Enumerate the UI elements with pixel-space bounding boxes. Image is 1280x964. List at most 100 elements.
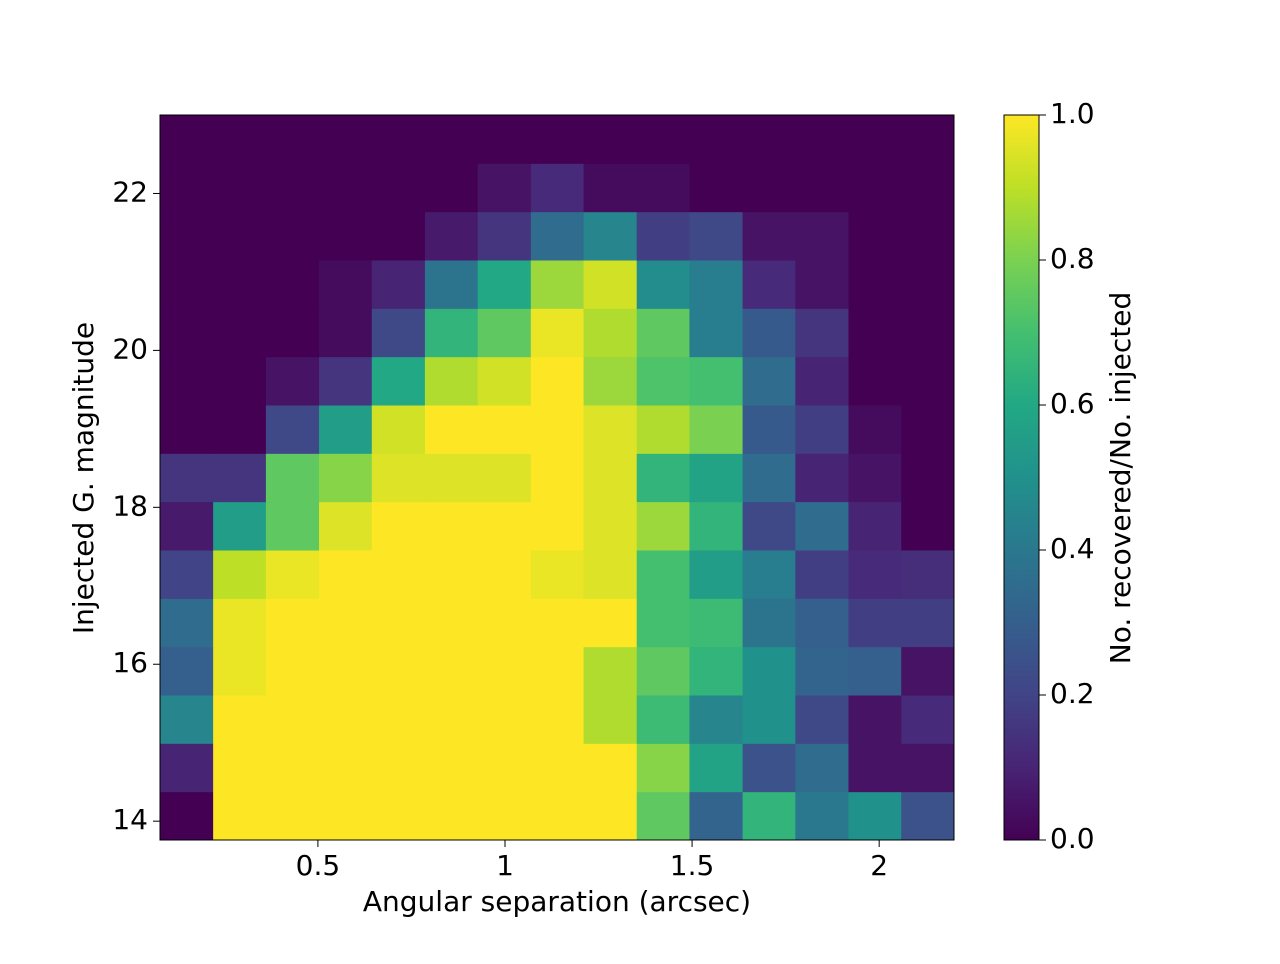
heatmap-cell [742, 695, 796, 744]
heatmap-cell [901, 356, 955, 406]
heatmap-cell [213, 356, 267, 406]
heatmap-cell [477, 115, 532, 164]
heatmap-cell [371, 791, 426, 841]
heatmap-cell [213, 405, 267, 454]
heatmap-cell [371, 550, 426, 599]
x-tick-label: 1 [496, 849, 514, 882]
heatmap-cell [848, 115, 902, 164]
heatmap-cell [160, 646, 214, 696]
heatmap-cell [636, 598, 690, 648]
heatmap-cell [424, 743, 479, 793]
heatmap-cell [265, 211, 320, 261]
heatmap-cell [636, 356, 690, 406]
heatmap-cell [213, 550, 267, 599]
heatmap-cell [689, 211, 744, 261]
heatmap-cell [213, 308, 267, 358]
heatmap-cell [689, 695, 744, 744]
heatmap-cell [636, 260, 690, 309]
heatmap-cell [265, 356, 320, 406]
heatmap-cell [742, 356, 796, 406]
heatmap-cell [636, 791, 690, 841]
x-tick-label: 2 [870, 849, 888, 882]
heatmap-cell [160, 405, 214, 454]
y-tick-label: 22 [112, 175, 148, 208]
heatmap-cell [848, 501, 902, 551]
heatmap-cell [319, 598, 373, 648]
heatmap-cell [319, 695, 373, 744]
heatmap-cell [795, 791, 849, 841]
heatmap-cell [424, 791, 479, 841]
heatmap-cell [213, 646, 267, 696]
heatmap-cell [477, 453, 532, 503]
heatmap-cell [742, 453, 796, 503]
heatmap-cell [530, 646, 585, 696]
heatmap-cell [477, 598, 532, 648]
heatmap-cell [477, 308, 532, 358]
colorbar-tick-label: 0.2 [1050, 677, 1095, 710]
heatmap-cell [689, 453, 744, 503]
heatmap-cell [742, 260, 796, 309]
heatmap-cell [795, 308, 849, 358]
heatmap-cell [160, 743, 214, 793]
heatmap-cell [795, 115, 849, 164]
heatmap-cell [742, 791, 796, 841]
colorbar-tick-label: 0.6 [1050, 387, 1095, 420]
heatmap-cell [371, 743, 426, 793]
heatmap-cell [689, 260, 744, 309]
heatmap-cell [636, 405, 690, 454]
heatmap-cell [583, 646, 638, 696]
heatmap-cell [160, 356, 214, 406]
heatmap-cell [477, 791, 532, 841]
heatmap-cell [371, 695, 426, 744]
heatmap-cell [901, 453, 955, 503]
heatmap-cell [160, 115, 214, 164]
heatmap-cell [583, 163, 638, 213]
heatmap-cell [636, 163, 690, 213]
heatmap-cell [636, 115, 690, 164]
heatmap-cell [848, 550, 902, 599]
heatmap-cell [848, 791, 902, 841]
heatmap-cell [583, 695, 638, 744]
heatmap-cell [160, 598, 214, 648]
heatmap-cell [795, 405, 849, 454]
heatmap-cell [213, 453, 267, 503]
heatmap-cell [160, 501, 214, 551]
heatmap-cell [265, 453, 320, 503]
heatmap-cell [742, 163, 796, 213]
heatmap-cell [265, 550, 320, 599]
heatmap-cell [901, 598, 955, 648]
heatmap-cell [371, 260, 426, 309]
heatmap-cell [689, 163, 744, 213]
heatmap-cell [583, 308, 638, 358]
heatmap-cell [901, 791, 955, 841]
heatmap-cell [848, 743, 902, 793]
heatmap-cell [477, 501, 532, 551]
heatmap-cell [424, 501, 479, 551]
heatmap-cell [636, 743, 690, 793]
plot-frame [159, 114, 955, 841]
y-tick-label: 14 [112, 803, 148, 836]
heatmap-cell [319, 211, 373, 261]
heatmap-cell [530, 308, 585, 358]
heatmap-cell [265, 501, 320, 551]
heatmap-cell [848, 646, 902, 696]
heatmap-cell [319, 743, 373, 793]
heatmap-cell [265, 646, 320, 696]
heatmap-cell [636, 211, 690, 261]
x-tick-label: 0.5 [296, 849, 341, 882]
heatmap-cell [795, 743, 849, 793]
heatmap-cell [901, 405, 955, 454]
heatmap-cell [160, 308, 214, 358]
heatmap-cell [424, 356, 479, 406]
heatmap-cell [265, 260, 320, 309]
heatmap-cell [213, 163, 267, 213]
heatmap-cell [477, 211, 532, 261]
heatmap-cell [371, 598, 426, 648]
heatmap-cell [213, 695, 267, 744]
heatmap-cell [371, 405, 426, 454]
heatmap-cell [424, 598, 479, 648]
heatmap-cell [583, 453, 638, 503]
heatmap-cell [901, 308, 955, 358]
heatmap-cell [795, 598, 849, 648]
